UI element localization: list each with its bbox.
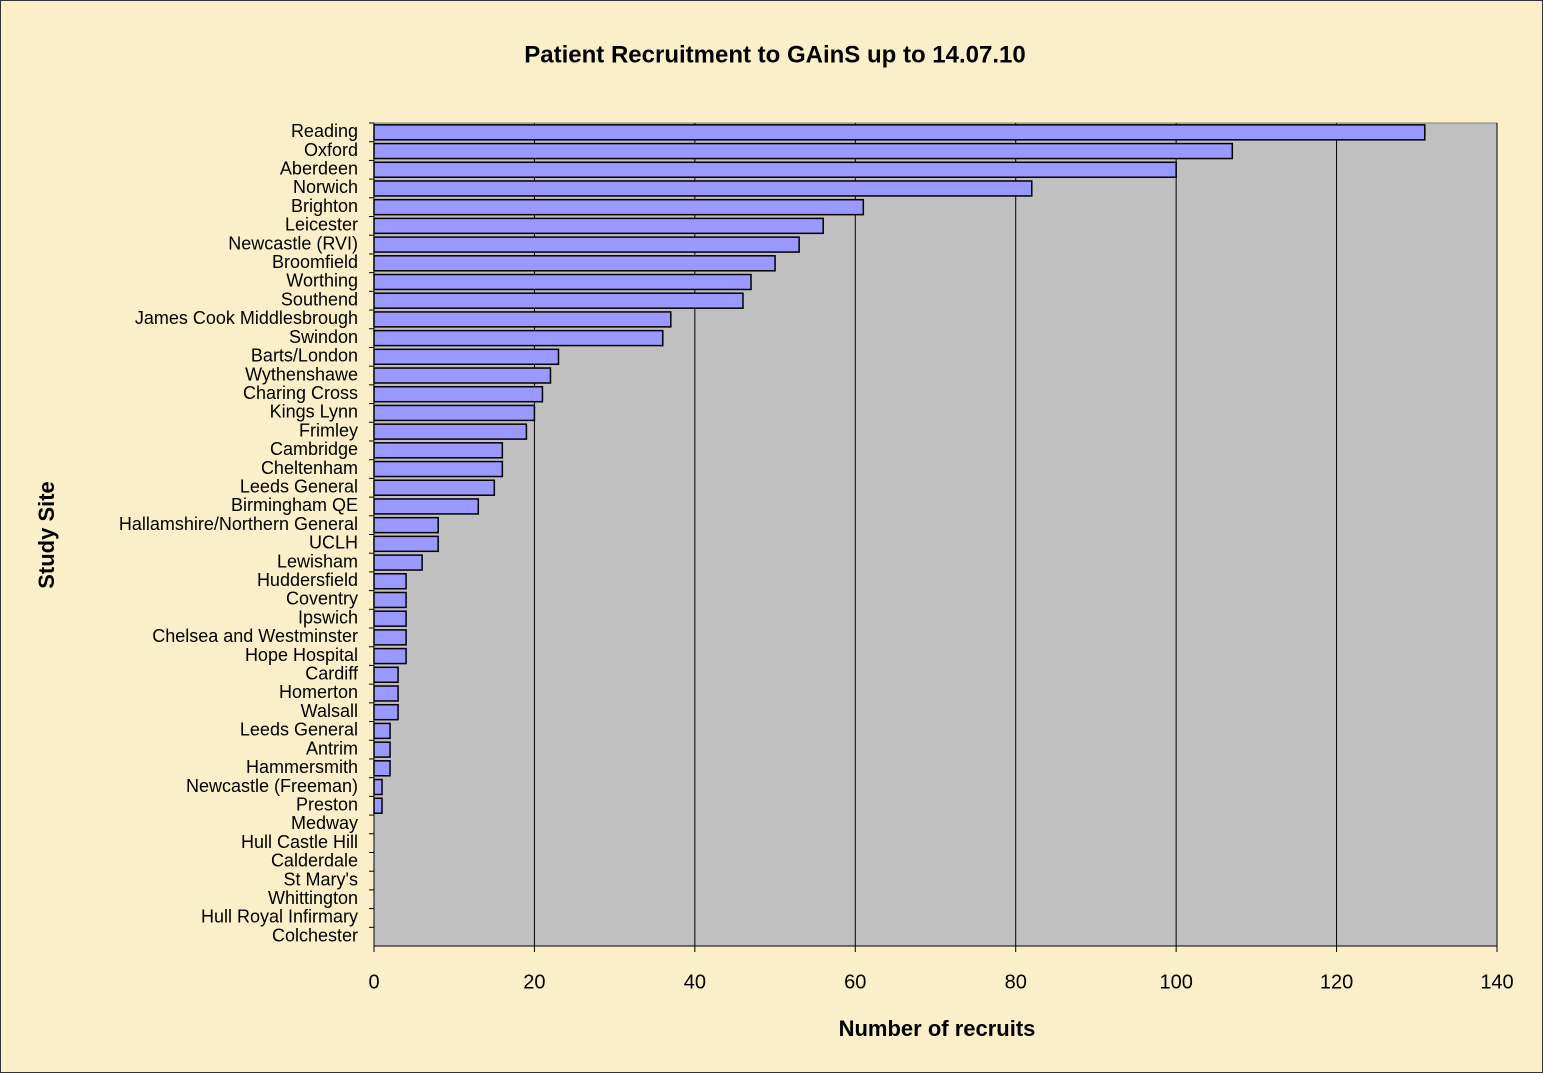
bar	[373, 703, 399, 721]
y-tick-label: Antrim	[306, 738, 358, 758]
bar	[373, 498, 480, 515]
y-tick-label: Wythenshawe	[245, 364, 358, 384]
y-tick-label: Brighton	[291, 196, 358, 216]
bar	[373, 722, 391, 740]
y-tick-label: Hope Hospital	[245, 645, 358, 665]
bar	[373, 535, 439, 553]
y-tick-label: Homerton	[279, 682, 358, 702]
y-tick-label: Cambridge	[270, 439, 358, 459]
bar	[373, 460, 504, 478]
y-tick-label: Newcastle (RVI)	[228, 233, 358, 253]
y-tick-label: Birmingham QE	[231, 495, 358, 515]
y-tick-label: Leicester	[285, 215, 358, 235]
x-tick-label: 120	[1320, 971, 1353, 993]
y-tick-label: Preston	[296, 794, 358, 814]
x-tick-label: 60	[844, 971, 866, 993]
y-tick-label: St Mary's	[284, 869, 358, 889]
y-tick-label: Lewisham	[277, 551, 358, 571]
x-tick-label: 20	[523, 971, 545, 993]
bar	[373, 685, 399, 702]
y-tick-label: Swindon	[289, 327, 358, 347]
y-tick-label: Kings Lynn	[270, 402, 358, 422]
chart-title: Patient Recruitment to GAinS up to 14.07…	[524, 41, 1025, 68]
bar	[373, 385, 544, 403]
y-tick-label: Cheltenham	[261, 458, 358, 478]
y-tick-label: Hull Castle Hill	[241, 832, 358, 852]
y-tick-label: Medway	[291, 813, 358, 833]
bar	[373, 573, 407, 590]
y-tick-label: Reading	[291, 121, 358, 141]
y-tick-label: Aberdeen	[280, 159, 358, 179]
y-axis-title: Study Site	[34, 481, 59, 589]
bar	[373, 198, 865, 216]
y-tick-label: Charing Cross	[243, 383, 358, 403]
y-tick-label: Norwich	[293, 177, 358, 197]
bar	[373, 180, 1033, 197]
bar	[373, 778, 383, 796]
y-tick-label: Barts/London	[251, 346, 358, 366]
y-tick-label: Chelsea and Westminster	[152, 626, 358, 646]
x-tick-label: 80	[1005, 971, 1027, 993]
y-tick-label: Ipswich	[298, 607, 358, 627]
bar	[373, 236, 800, 253]
y-tick-label: Walsall	[301, 701, 358, 721]
x-tick-label: 140	[1480, 971, 1513, 993]
y-tick-label: Calderdale	[271, 851, 358, 871]
y-tick-label: Cardiff	[305, 664, 359, 684]
y-tick-label: James Cook Middlesbrough	[135, 308, 358, 328]
bar	[373, 311, 672, 328]
bar	[373, 516, 439, 534]
y-tick-label: UCLH	[309, 533, 358, 553]
bar	[373, 404, 536, 422]
bar	[373, 217, 824, 235]
y-tick-label: Oxford	[304, 140, 358, 160]
bar	[373, 348, 560, 366]
bar	[373, 591, 407, 609]
y-tick-label: Huddersfield	[257, 570, 358, 590]
y-tick-label: Whittington	[268, 888, 358, 908]
x-axis-title: Number of recruits	[839, 1016, 1036, 1041]
y-tick-label: Hallamshire/Northern General	[119, 514, 358, 534]
bar	[373, 273, 752, 291]
bar	[373, 554, 423, 571]
x-tick-label: 40	[684, 971, 706, 993]
bar	[373, 479, 496, 496]
y-tick-label: Leeds General	[240, 720, 358, 740]
bar	[373, 741, 391, 758]
y-tick-label: Southend	[281, 289, 358, 309]
y-tick-label: Coventry	[286, 589, 358, 609]
y-tick-label: Hammersmith	[246, 757, 358, 777]
bar	[373, 797, 383, 814]
bar	[373, 629, 407, 646]
bar	[373, 329, 664, 347]
y-tick-label: Colchester	[272, 925, 358, 945]
y-tick-label: Newcastle (Freeman)	[186, 776, 358, 796]
bar	[373, 255, 776, 272]
y-tick-label: Hull Royal Infirmary	[201, 907, 358, 927]
x-tick-label: 100	[1159, 971, 1192, 993]
bar	[373, 666, 399, 684]
bar	[373, 367, 552, 384]
bar	[373, 647, 407, 665]
bar	[373, 423, 528, 440]
x-tick-label: 0	[368, 971, 379, 993]
bar	[373, 292, 744, 309]
y-tick-label: Frimley	[299, 420, 358, 440]
bar	[373, 124, 1426, 141]
bar	[373, 161, 1177, 178]
bar	[373, 142, 1234, 160]
bar	[373, 442, 504, 459]
y-tick-label: Leeds General	[240, 476, 358, 496]
bar	[373, 610, 407, 627]
bar	[373, 760, 391, 777]
y-tick-label: Worthing	[286, 271, 358, 291]
y-tick-label: Broomfield	[272, 252, 358, 272]
